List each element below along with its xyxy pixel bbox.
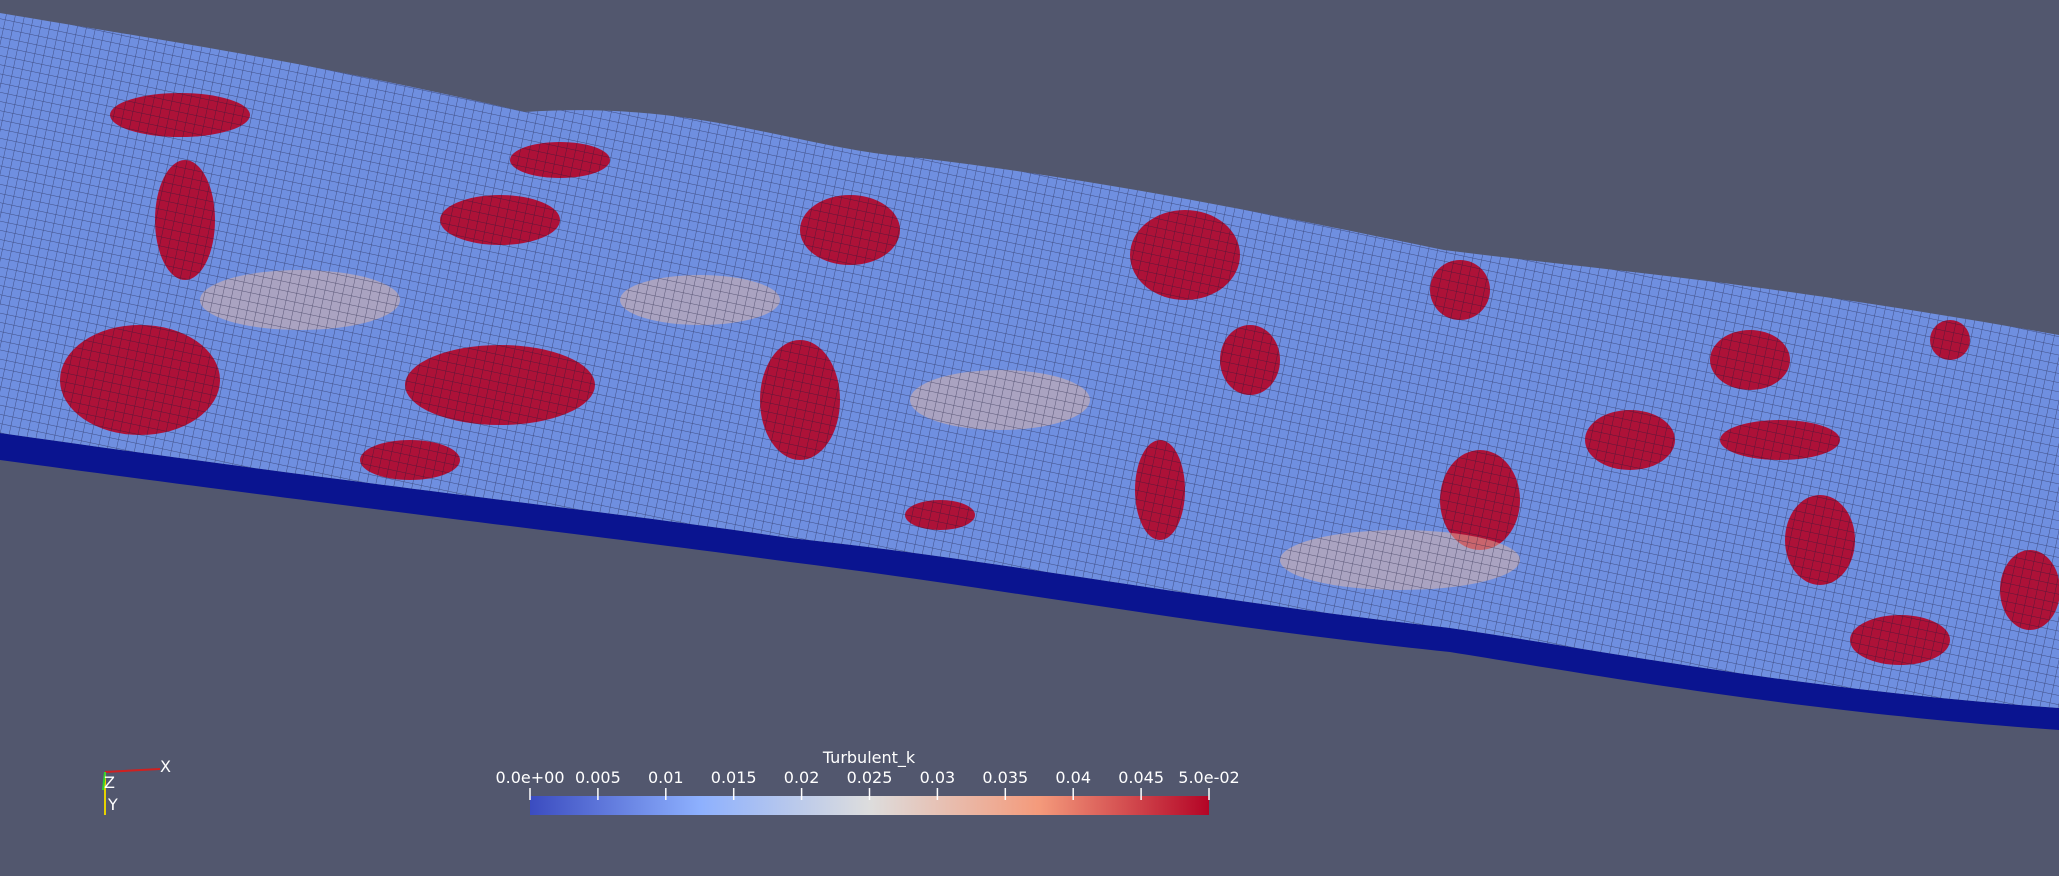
axis-label-x: X: [160, 757, 171, 776]
tick-label: 0.04: [1055, 768, 1091, 787]
tick-label: 0.015: [711, 768, 757, 787]
tick-label: 0.02: [784, 768, 820, 787]
tick-label: 0.0e+00: [495, 768, 564, 787]
tick-label: 0.025: [847, 768, 893, 787]
color-ramp: [530, 796, 1209, 815]
axis-label-z: Z: [104, 773, 115, 792]
tick-label: 5.0e-02: [1178, 768, 1239, 787]
axis-label-y: Y: [107, 795, 118, 814]
color-legend: Turbulent_k 0.0e+00 0.005 0.01 0.015 0.02 0.0…: [495, 748, 1240, 815]
tick-label: 0.045: [1118, 768, 1164, 787]
tick-label: 0.01: [648, 768, 684, 787]
tick-label: 0.005: [575, 768, 621, 787]
color-legend-title: Turbulent_k: [822, 748, 916, 768]
tick-label: 0.03: [920, 768, 956, 787]
orientation-axes: X Y Z: [102, 757, 171, 815]
tick-label: 0.035: [982, 768, 1028, 787]
